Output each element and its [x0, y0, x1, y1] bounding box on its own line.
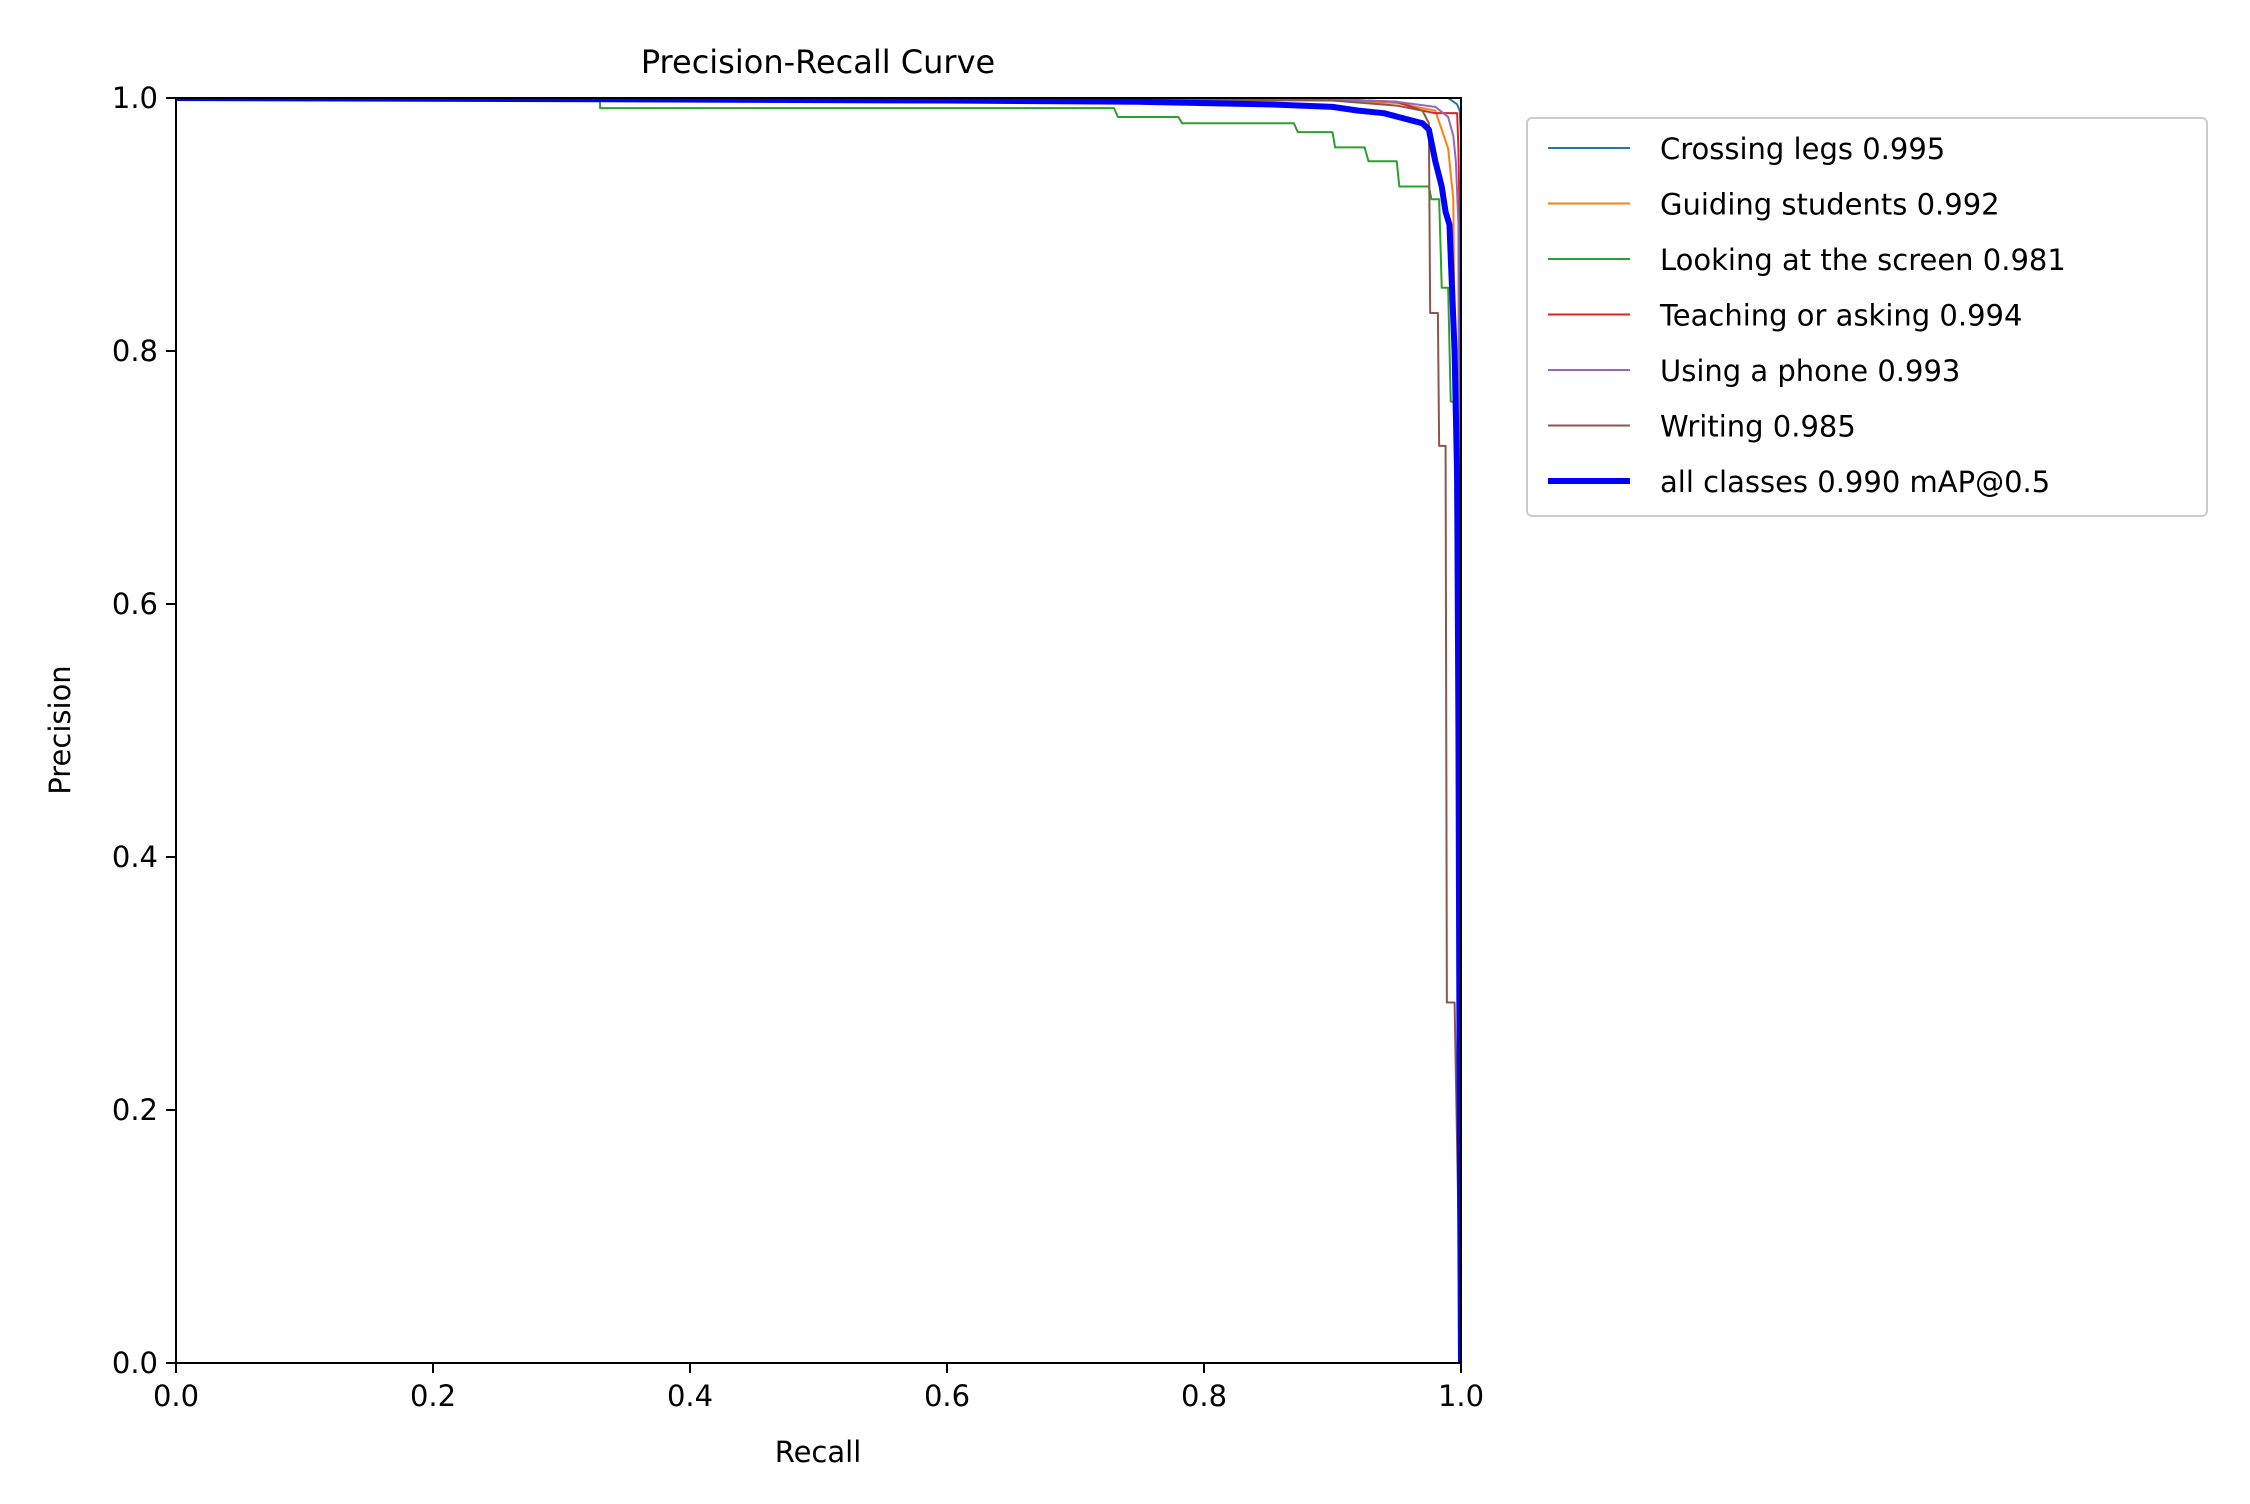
y-tick-label: 1.0	[112, 81, 158, 115]
legend: Crossing legs 0.995 Guiding students 0.99…	[1526, 117, 2208, 517]
y-tick-label: 0.0	[112, 1346, 158, 1380]
x-tick-label: 1.0	[1438, 1379, 1484, 1413]
plot-area	[176, 98, 1461, 1363]
y-axis-label: Precision	[43, 665, 77, 794]
legend-label: Using a phone 0.993	[1660, 354, 1960, 388]
x-tick-label: 0.6	[924, 1379, 970, 1413]
legend-label: Writing 0.985	[1660, 410, 1856, 444]
legend-box	[1526, 117, 2208, 517]
x-tick-label: 0.2	[410, 1379, 456, 1413]
series-layer	[176, 98, 1461, 1363]
x-tick-label: 0.4	[667, 1379, 713, 1413]
x-axis-label: Recall	[775, 1435, 862, 1469]
series-line-6	[176, 98, 1461, 1363]
series-line-2	[176, 98, 1461, 1363]
y-tick-label: 0.2	[112, 1093, 158, 1127]
series-line-5	[176, 98, 1461, 1363]
legend-label: Looking at the screen 0.981	[1660, 243, 2066, 277]
legend-label: Crossing legs 0.995	[1660, 132, 1945, 166]
ticks-layer: 0.0 0.2 0.4 0.6 0.8 1.0 0.0 0.2 0.4 0.6 0.8 1.0	[112, 81, 1484, 1413]
legend-label: all classes 0.990 mAP@0.5	[1660, 465, 2050, 499]
y-tick-label: 0.8	[112, 334, 158, 368]
legend-label: Guiding students 0.992	[1660, 188, 2000, 222]
series-line-3	[176, 98, 1461, 1363]
y-tick-label: 0.4	[112, 840, 158, 874]
y-tick-label: 0.6	[112, 587, 158, 621]
x-tick-label: 0.0	[153, 1379, 199, 1413]
x-tick-label: 0.8	[1181, 1379, 1227, 1413]
chart-title: Precision-Recall Curve	[641, 43, 995, 81]
legend-label: Teaching or asking 0.994	[1659, 299, 2022, 333]
plot-frame	[175, 97, 1462, 1364]
